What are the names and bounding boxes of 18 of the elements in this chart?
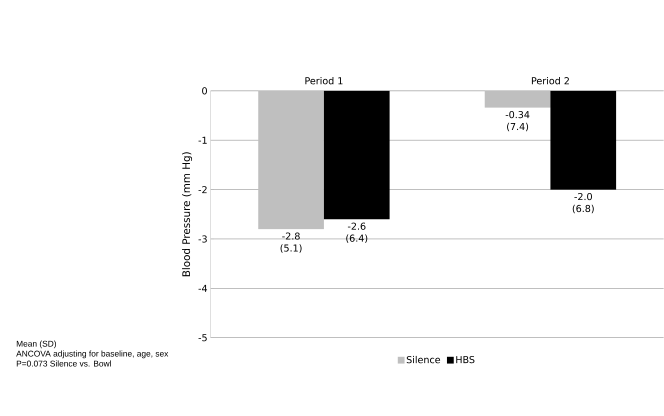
y-tick-label: -2 xyxy=(198,186,207,194)
data-label: -2.8 (5.1) xyxy=(280,232,302,253)
text: P=0.073 Silence vs. Bowl xyxy=(16,360,111,366)
data-label: -2.6 (6.4) xyxy=(346,222,368,243)
y-tick-label: -3 xyxy=(198,235,207,242)
x-tick-label: Period 1 xyxy=(305,76,342,84)
y-tick-label: -1 xyxy=(198,136,207,144)
text: Mean (SD) xyxy=(16,340,56,348)
text: ANCOVA adjusting for baseline, age, sex xyxy=(16,350,168,358)
x-tick-label: Period 2 xyxy=(532,76,569,84)
data-label: -0.34 (7.4) xyxy=(506,110,530,132)
legend-label: Silence xyxy=(406,356,440,364)
y-tick-label: -4 xyxy=(198,284,208,292)
y-axis-title: Blood Pressure (mm Hg) xyxy=(182,152,192,276)
y-tick-label: 0 xyxy=(202,87,207,94)
data-label: -2.0 (6.8) xyxy=(572,192,594,214)
y-tick-label: -5 xyxy=(198,334,207,342)
legend-label: HBS xyxy=(456,356,474,364)
